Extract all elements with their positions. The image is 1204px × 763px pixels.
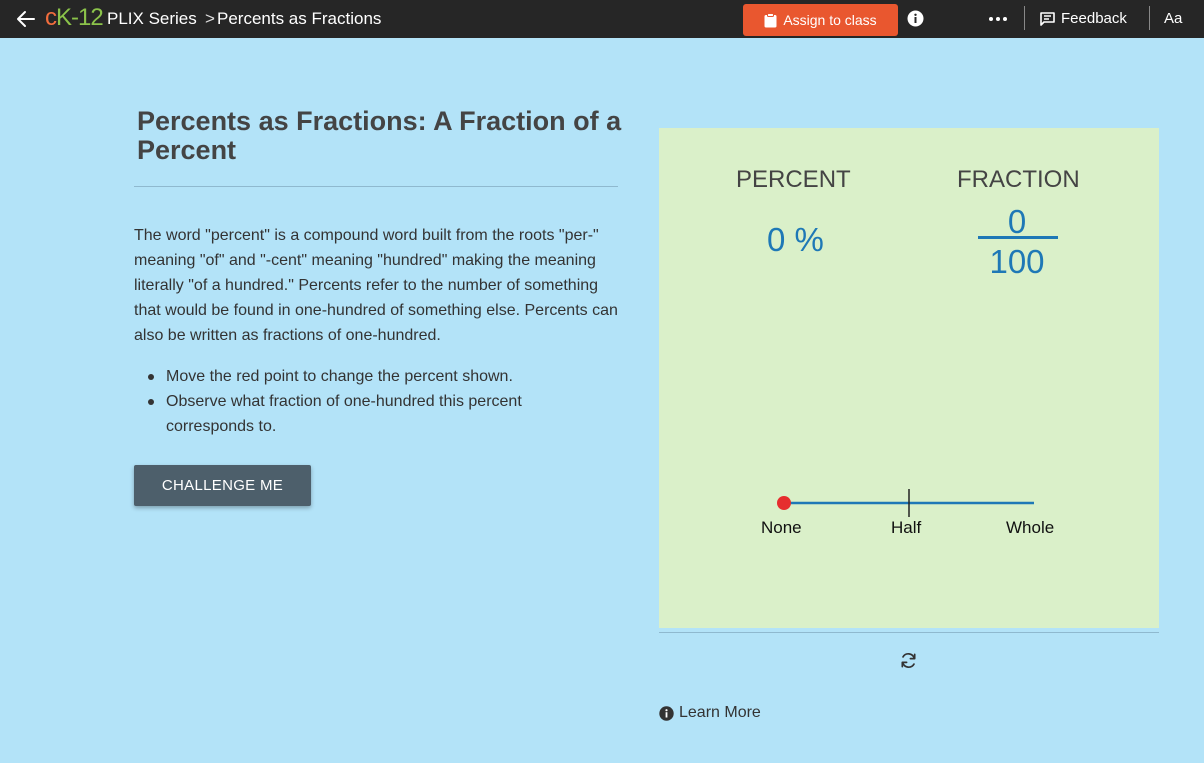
panel-divider xyxy=(659,632,1159,633)
message-icon xyxy=(1040,12,1055,26)
fraction-numerator: 0 xyxy=(1007,203,1027,240)
title-divider xyxy=(134,186,618,187)
slider-label-none: None xyxy=(761,518,802,537)
challenge-me-button[interactable]: CHALLENGE ME xyxy=(134,465,311,506)
refresh-icon[interactable] xyxy=(899,651,918,670)
list-item: Move the red point to change the percent… xyxy=(148,364,606,389)
slider-label-half: Half xyxy=(891,518,922,537)
info-circle-icon[interactable] xyxy=(907,10,924,27)
slider-red-point xyxy=(777,496,791,510)
percent-value: 0 % xyxy=(767,221,824,258)
list-item: Observe what fraction of one-hundred thi… xyxy=(148,389,606,439)
clipboard-icon xyxy=(764,12,777,27)
ck12-logo[interactable]: cK-12 xyxy=(45,4,104,31)
slider-label-whole: Whole xyxy=(1006,518,1055,537)
breadcrumb-title: Percents as Fractions xyxy=(217,9,382,28)
ellipsis-icon[interactable] xyxy=(987,11,1009,27)
font-size-button[interactable]: Aa xyxy=(1164,10,1183,27)
percent-header: PERCENT xyxy=(736,166,851,193)
fraction-bar xyxy=(978,236,1058,239)
top-bar: cK-12 PLIX Series > Percents as Fraction… xyxy=(0,0,1204,38)
arrow-left-icon[interactable] xyxy=(14,7,38,31)
assign-label: Assign to class xyxy=(783,12,877,28)
page-title: Percents as Fractions: A Fraction of a P… xyxy=(137,106,622,165)
lesson-description: The word "percent" is a compound word bu… xyxy=(134,227,618,344)
info-circle-icon xyxy=(659,705,674,721)
feedback-button[interactable]: Feedback xyxy=(1040,9,1127,29)
assign-to-class-button[interactable]: Assign to class xyxy=(743,4,898,36)
divider xyxy=(1024,6,1025,30)
fraction-denominator: 100 xyxy=(989,243,1045,280)
feedback-label: Feedback xyxy=(1061,10,1127,27)
instruction-list: Move the red point to change the percent… xyxy=(148,364,606,439)
breadcrumb-separator: > xyxy=(205,9,215,28)
interactive-panel: PERCENT FRACTION 0 % 0 100 None Half Who… xyxy=(659,128,1159,628)
divider xyxy=(1149,6,1150,30)
breadcrumb-series[interactable]: PLIX Series xyxy=(107,9,197,28)
fraction-header: FRACTION xyxy=(957,166,1080,193)
learn-more-label: Learn More xyxy=(679,704,761,721)
percent-slider[interactable] xyxy=(769,483,1049,523)
learn-more-link[interactable]: Learn More xyxy=(659,703,761,723)
